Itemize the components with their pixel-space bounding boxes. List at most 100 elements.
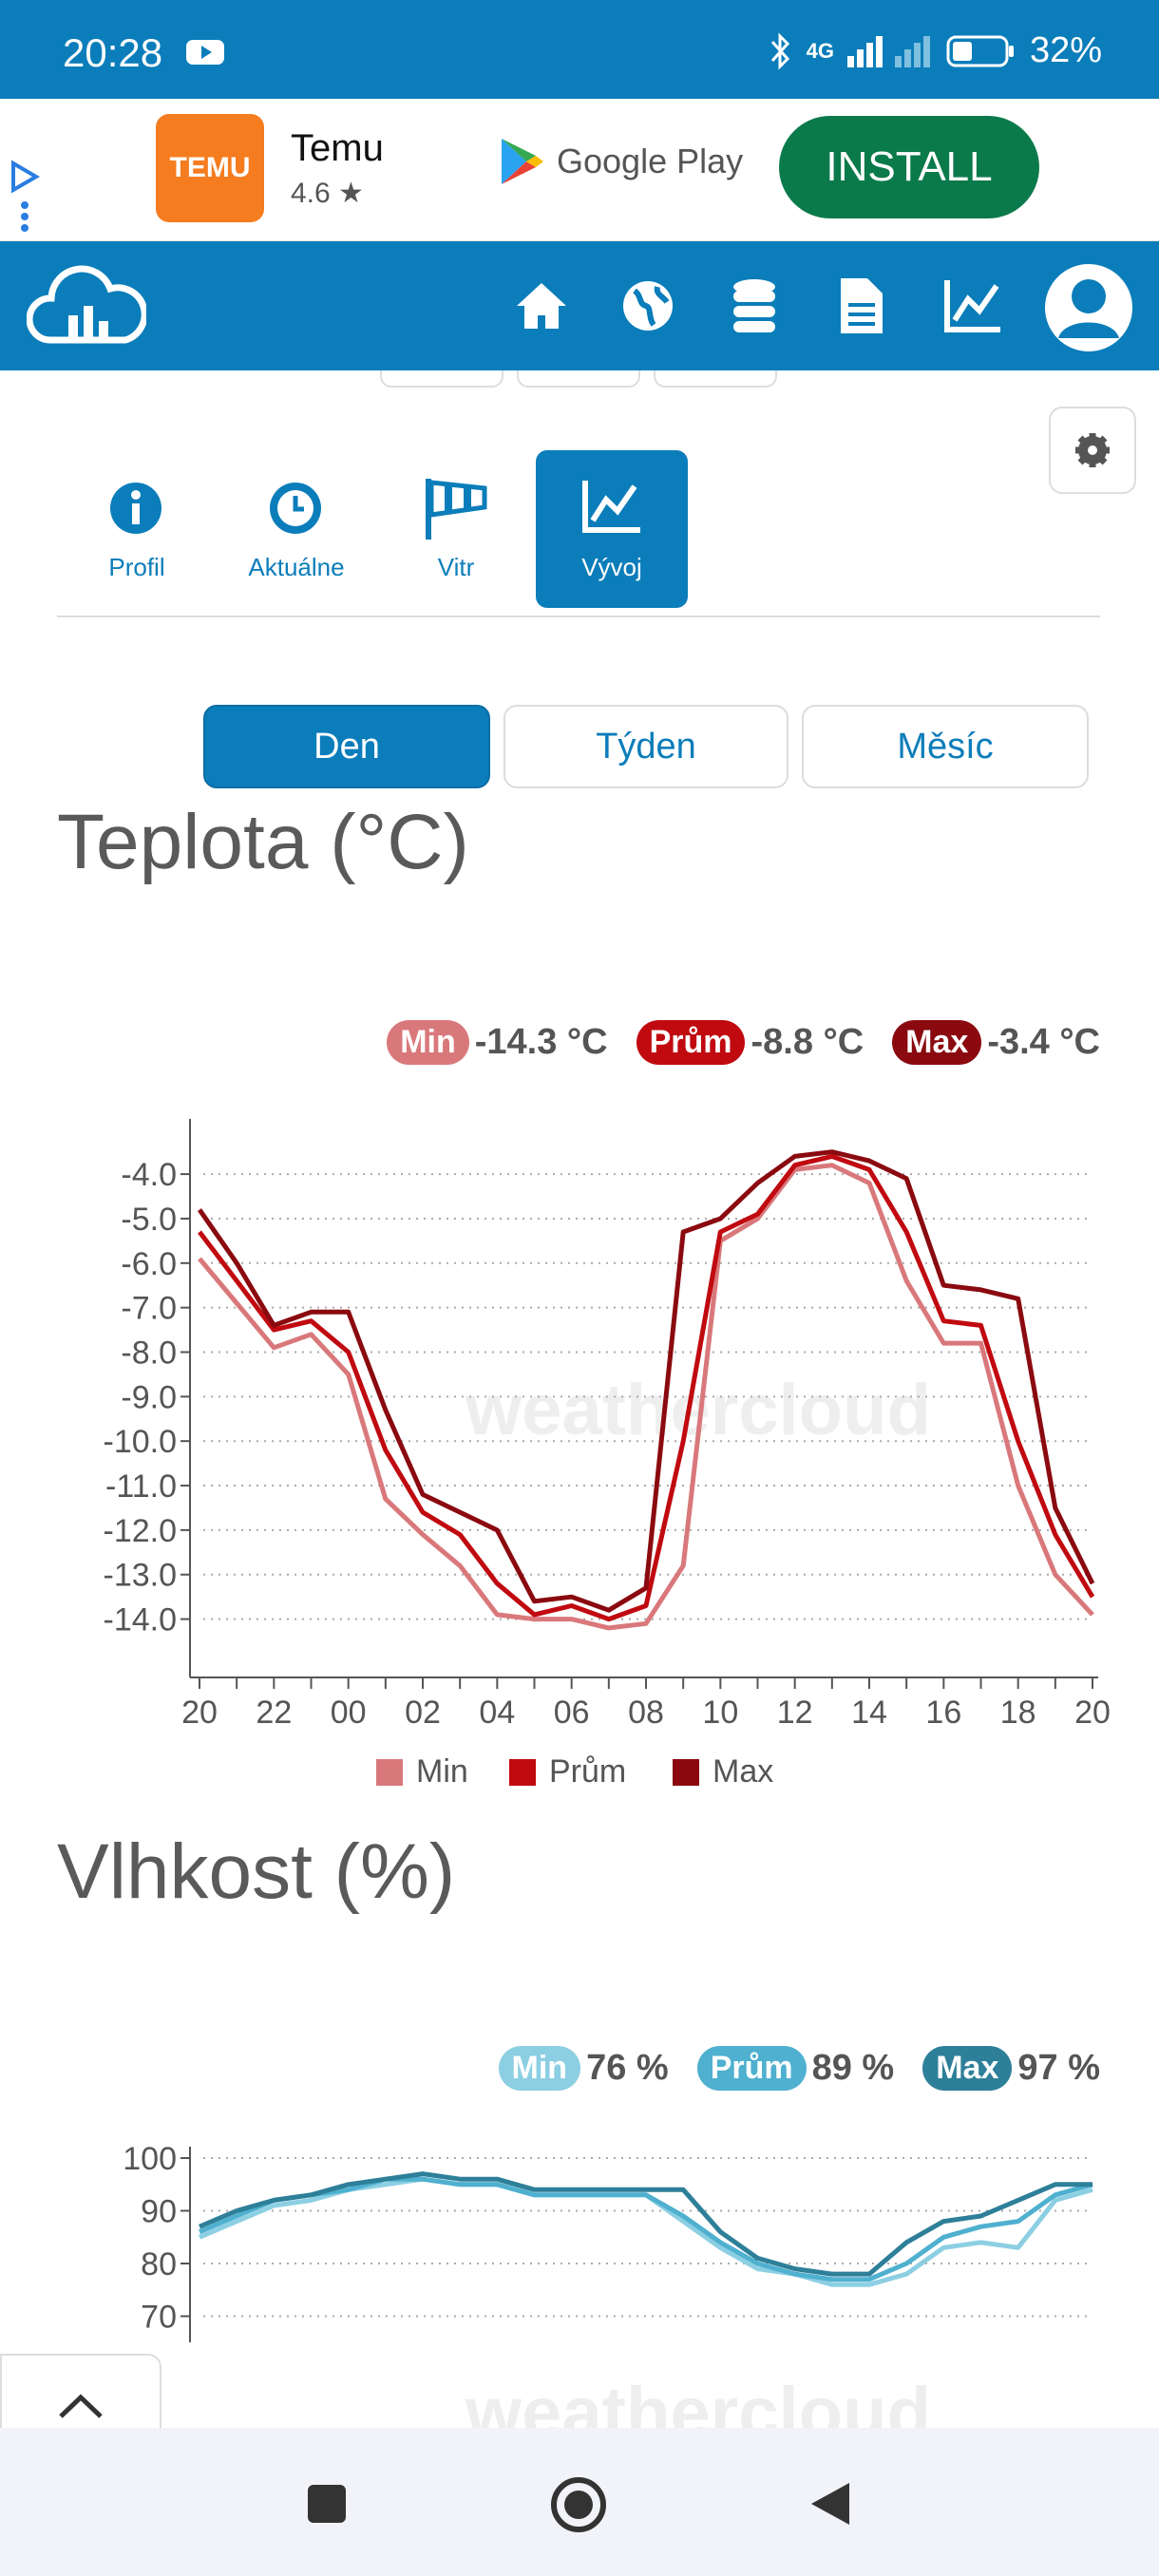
period-day-button[interactable]: Den bbox=[203, 705, 490, 788]
legend-swatch bbox=[509, 1759, 536, 1786]
tab-vitr[interactable]: Vitr bbox=[380, 450, 532, 608]
temp-avg-badge: Prům bbox=[636, 1020, 746, 1065]
x-tick-label: 20 bbox=[181, 1695, 218, 1731]
legend-label: Max bbox=[712, 1753, 773, 1790]
y-tick-label: -6.0 bbox=[121, 1246, 177, 1282]
youtube-icon bbox=[186, 40, 224, 65]
legend-label: Min bbox=[416, 1753, 468, 1790]
legend-swatch bbox=[376, 1759, 403, 1786]
chart-icon[interactable] bbox=[937, 270, 1009, 342]
x-tick-label: 20 bbox=[1074, 1695, 1111, 1731]
windsock-icon bbox=[426, 479, 487, 540]
hum-max-badge: Max bbox=[922, 2046, 1013, 2091]
info-icon bbox=[110, 483, 162, 534]
y-tick-label: 90 bbox=[141, 2194, 177, 2230]
y-tick-label: -10.0 bbox=[104, 1424, 178, 1460]
temperature-title: Teplota (°C) bbox=[57, 799, 469, 885]
y-tick-label: -9.0 bbox=[121, 1379, 177, 1415]
recents-icon[interactable] bbox=[306, 2483, 348, 2525]
x-tick-label: 10 bbox=[702, 1695, 738, 1731]
x-tick-label: 22 bbox=[256, 1695, 292, 1731]
temp-min-value: -14.3 °C bbox=[474, 1022, 608, 1062]
status-icons: 4G 32% bbox=[769, 30, 1102, 71]
x-tick-label: 04 bbox=[479, 1695, 515, 1731]
temp-max-value: -3.4 °C bbox=[987, 1022, 1100, 1062]
x-tick-label: 16 bbox=[925, 1695, 961, 1731]
ad-banner[interactable]: TEMU Temu 4.6 ★ Google Play INSTALL bbox=[0, 99, 1159, 241]
database-icon[interactable] bbox=[718, 270, 790, 342]
install-button[interactable]: INSTALL bbox=[779, 116, 1039, 218]
x-tick-label: 00 bbox=[331, 1695, 367, 1731]
temp-min-badge: Min bbox=[387, 1020, 469, 1065]
x-tick-label: 14 bbox=[851, 1695, 887, 1731]
x-tick-label: 06 bbox=[554, 1695, 590, 1731]
hidden-button[interactable] bbox=[380, 370, 504, 388]
google-play-icon bbox=[502, 139, 543, 184]
y-tick-label: -8.0 bbox=[121, 1335, 177, 1371]
hum-min-value: 76 % bbox=[586, 2048, 669, 2088]
period-month-button[interactable]: Měsíc bbox=[802, 705, 1089, 788]
weathercloud-logo-icon[interactable] bbox=[27, 264, 146, 350]
temu-logo[interactable]: TEMU bbox=[156, 114, 264, 222]
network-label: 4G bbox=[806, 38, 834, 63]
tab-profil[interactable]: Profil bbox=[61, 450, 213, 608]
chevron-up-icon bbox=[59, 2394, 103, 2418]
user-avatar-icon[interactable] bbox=[1043, 262, 1134, 353]
status-bar: 20:28 4G 32% bbox=[0, 0, 1159, 99]
y-tick-label: 100 bbox=[123, 2141, 177, 2177]
status-time: 20:28 bbox=[63, 30, 163, 75]
y-tick-label: 80 bbox=[141, 2246, 177, 2282]
tab-vitr-label: Vitr bbox=[437, 553, 475, 581]
humidity-title: Vlhkost (%) bbox=[57, 1828, 456, 1915]
ad-choices-icon[interactable] bbox=[8, 160, 40, 236]
temp-avg-value: -8.8 °C bbox=[750, 1022, 864, 1062]
battery-percent: 32% bbox=[1029, 30, 1102, 70]
ad-rating: 4.6 ★ bbox=[291, 178, 364, 209]
line-chart-icon bbox=[582, 481, 640, 533]
temp-max-badge: Max bbox=[892, 1020, 982, 1065]
bluetooth-icon bbox=[770, 31, 789, 70]
clock-icon bbox=[270, 483, 321, 534]
tab-profil-label: Profil bbox=[108, 553, 165, 581]
hum-max-value: 97 % bbox=[1017, 2048, 1100, 2088]
tab-vyvoj[interactable]: Vývoj bbox=[536, 450, 688, 608]
temperature-chart: weathercloud-4.0-5.0-6.0-7.0-8.0-9.0-10.… bbox=[104, 1119, 1111, 1790]
document-icon[interactable] bbox=[825, 270, 897, 342]
y-tick-label: -7.0 bbox=[121, 1291, 177, 1327]
hidden-button[interactable] bbox=[654, 370, 777, 388]
hum-min-badge: Min bbox=[498, 2046, 581, 2091]
series-line-prům bbox=[198, 1153, 1095, 1622]
hidden-button[interactable] bbox=[517, 370, 640, 388]
back-icon[interactable] bbox=[808, 2479, 853, 2529]
tab-divider bbox=[57, 616, 1100, 617]
home-nav-icon[interactable] bbox=[549, 2475, 608, 2534]
x-tick-label: 02 bbox=[405, 1695, 441, 1731]
legend-swatch bbox=[673, 1759, 699, 1786]
google-play-badge: Google Play bbox=[498, 137, 743, 186]
tab-aktualne-label: Aktuálne bbox=[248, 553, 345, 581]
y-tick-label: -12.0 bbox=[104, 1513, 178, 1549]
gear-icon bbox=[1075, 433, 1110, 467]
humidity-stats: Min 76 % Prům 89 % Max 97 % bbox=[498, 2046, 1100, 2091]
globe-icon[interactable] bbox=[612, 270, 684, 342]
period-week-button[interactable]: Týden bbox=[504, 705, 788, 788]
ad-app-name: Temu bbox=[291, 127, 384, 169]
app-header bbox=[0, 241, 1159, 370]
battery-icon bbox=[946, 35, 1014, 66]
y-tick-label: -5.0 bbox=[121, 1202, 177, 1238]
hum-avg-badge: Prům bbox=[696, 2046, 807, 2091]
tab-aktualne[interactable]: Aktuálne bbox=[220, 450, 372, 608]
system-nav-bar bbox=[0, 2428, 1159, 2576]
hum-avg-value: 89 % bbox=[811, 2048, 895, 2088]
chart-watermark: weathercloud bbox=[465, 2373, 931, 2428]
google-play-label: Google Play bbox=[557, 142, 744, 180]
y-tick-label: -11.0 bbox=[105, 1468, 177, 1505]
series-line-max bbox=[199, 2171, 1092, 2277]
settings-button[interactable] bbox=[1049, 407, 1136, 494]
x-tick-label: 12 bbox=[777, 1695, 813, 1731]
home-icon[interactable] bbox=[505, 270, 578, 342]
x-tick-label: 18 bbox=[1000, 1695, 1036, 1731]
y-tick-label: -13.0 bbox=[104, 1558, 178, 1594]
humidity-chart: weathercloud 100 90 80 70 bbox=[123, 2141, 1093, 2428]
series-line-prům bbox=[199, 2176, 1093, 2282]
